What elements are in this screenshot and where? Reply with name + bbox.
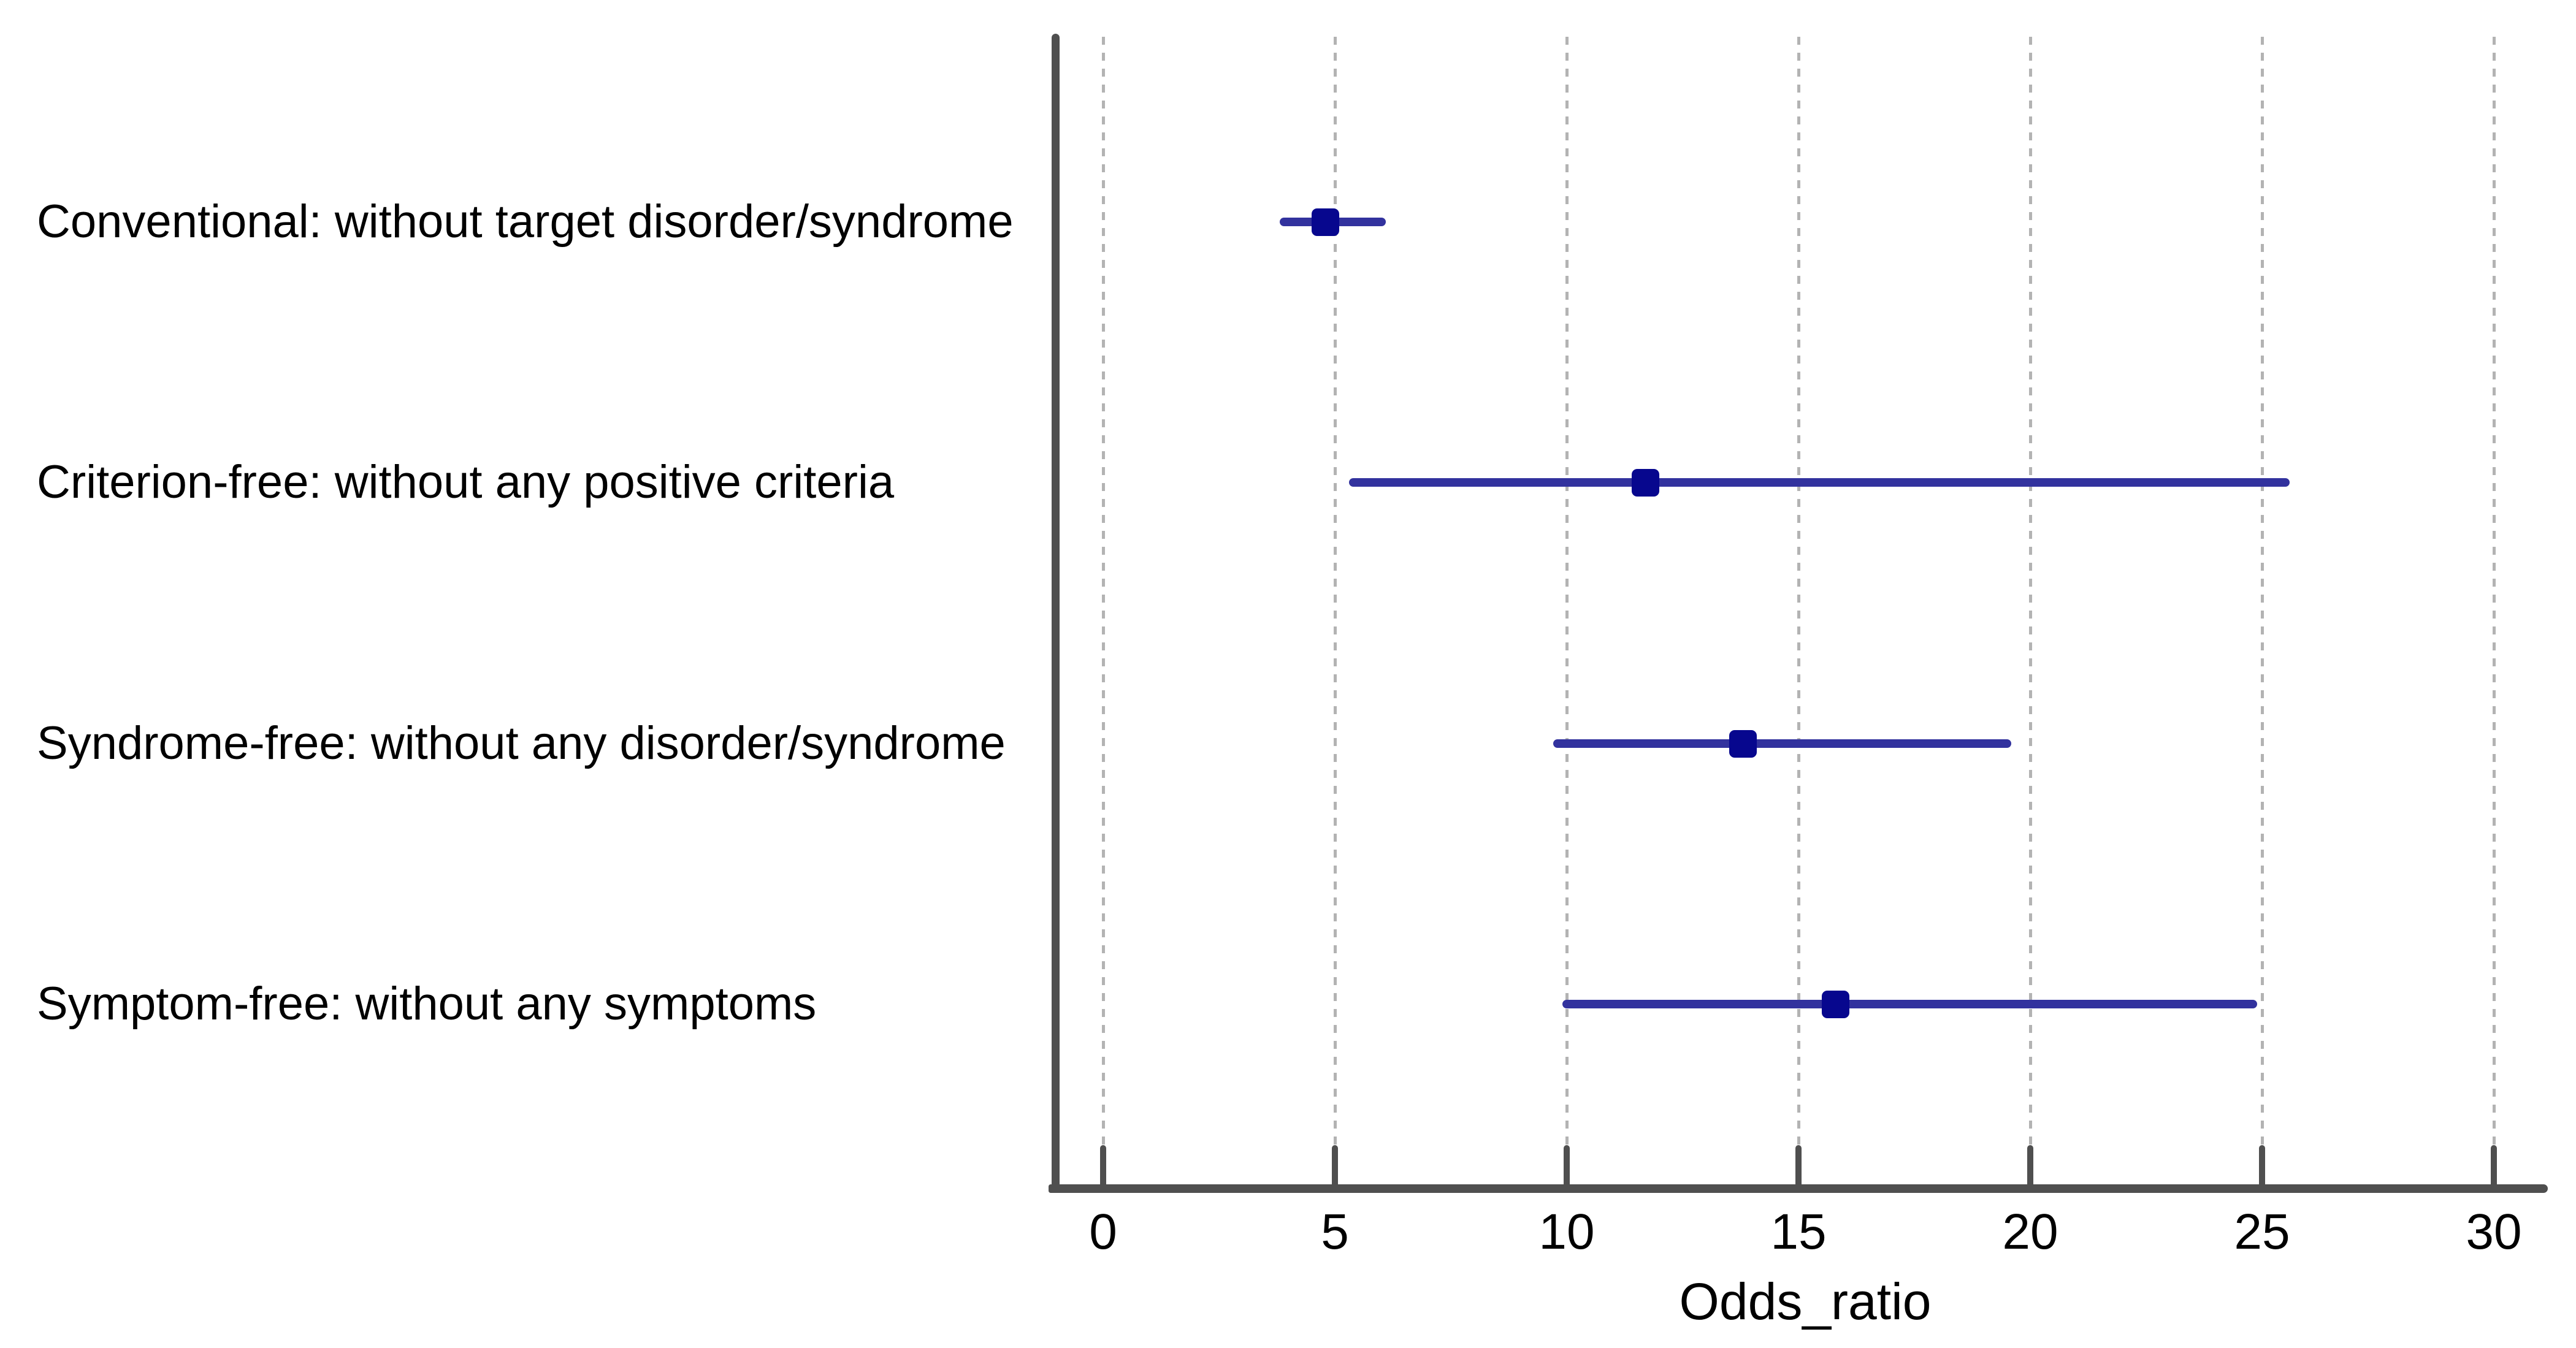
x-tick — [2491, 1145, 2497, 1184]
grid-line — [2028, 37, 2032, 1184]
point-marker — [1821, 990, 1849, 1018]
point-marker — [1312, 208, 1340, 236]
x-tick — [2027, 1145, 2033, 1184]
x-tick-label: 25 — [2234, 1204, 2290, 1260]
x-tick-label: 15 — [1770, 1204, 1827, 1260]
grid-line — [1565, 37, 1569, 1184]
x-tick-label: 20 — [2002, 1204, 2058, 1260]
x-tick — [1564, 1145, 1570, 1184]
x-tick — [1332, 1145, 1338, 1184]
x-tick-label: 30 — [2466, 1204, 2522, 1260]
grid-line — [1101, 37, 1105, 1184]
y-axis-line — [1052, 34, 1060, 1193]
grid-line — [1333, 37, 1337, 1184]
point-marker — [1632, 468, 1660, 497]
category-label: Syndrome-free: without any disorder/synd… — [37, 717, 1006, 769]
x-tick-label: 5 — [1321, 1204, 1349, 1260]
category-label: Criterion-free: without any positive cri… — [37, 456, 895, 508]
x-tick — [1100, 1145, 1106, 1184]
x-axis-line — [1049, 1184, 2548, 1193]
x-tick — [2259, 1145, 2265, 1184]
ci-line — [1349, 478, 2290, 487]
ci-line — [1553, 739, 2012, 748]
x-axis-title: Odds_ratio — [1679, 1273, 1932, 1330]
x-tick-label: 10 — [1538, 1204, 1595, 1260]
category-label: Symptom-free: without any symptoms — [37, 978, 817, 1030]
grid-line — [1797, 37, 1800, 1184]
grid-line — [2260, 37, 2264, 1184]
point-marker — [1729, 729, 1757, 758]
category-label: Conventional: without target disorder/sy… — [37, 196, 1014, 248]
x-tick-label: 0 — [1089, 1204, 1117, 1260]
x-tick — [1795, 1145, 1802, 1184]
grid-line — [2492, 37, 2496, 1184]
ci-line — [1562, 1000, 2257, 1008]
